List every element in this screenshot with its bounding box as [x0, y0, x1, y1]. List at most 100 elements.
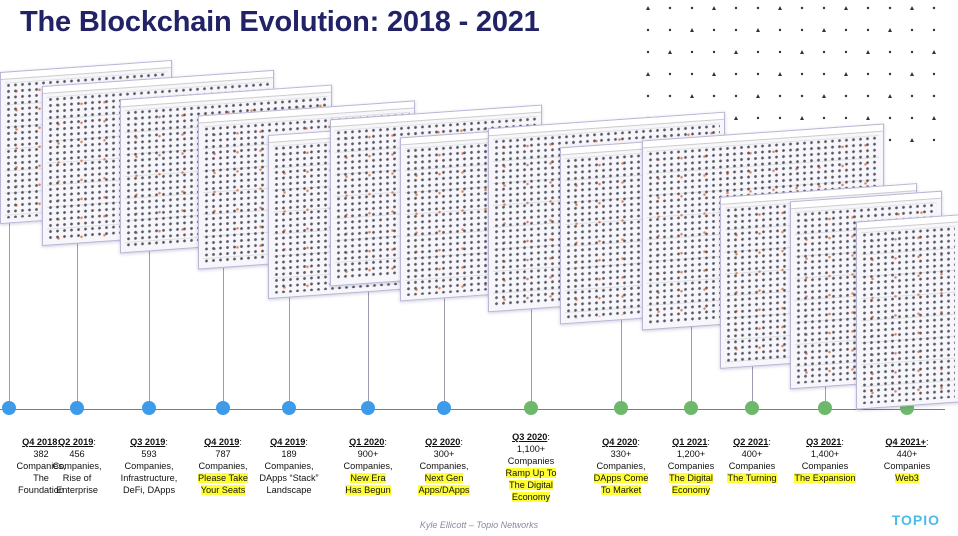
- pattern-dot: [712, 50, 716, 54]
- milestone-text: DeFi, DApps: [122, 485, 176, 495]
- pattern-triangle: [866, 116, 870, 120]
- pattern-dot: [800, 94, 804, 98]
- milestone-text: 400+: [741, 449, 763, 459]
- milestone-text: 440+: [896, 449, 918, 459]
- pattern-dot: [932, 72, 936, 76]
- milestone-text: 1,100+: [516, 444, 546, 454]
- milestone-label: Q2 2019: 456 Companies, Rise of Enterprise: [38, 436, 116, 496]
- milestone-label: Q4 2019: 189 Companies, DApps “Stack” Landsc…: [250, 436, 328, 496]
- milestone-text: 900+: [357, 449, 379, 459]
- pattern-dot: [778, 116, 782, 120]
- pattern-dot: [932, 138, 936, 142]
- milestone-label: Q3 2021: 1,400+ Companies The Expansion: [786, 436, 864, 484]
- pattern-dot: [800, 28, 804, 32]
- pattern-triangle: [712, 72, 716, 76]
- pattern-dot: [910, 50, 914, 54]
- pattern-dot: [646, 28, 650, 32]
- timeline-marker: [216, 401, 230, 415]
- milestone-text: Companies: [801, 461, 849, 471]
- milestone-highlight: Has Begun: [345, 485, 391, 495]
- pattern-dot: [932, 28, 936, 32]
- pattern-dot: [712, 94, 716, 98]
- milestone-quarter: Q3 2021:: [806, 437, 844, 447]
- pattern-triangle: [932, 116, 936, 120]
- timeline-connector: [77, 236, 78, 402]
- topio-logo: TOPIO: [891, 512, 940, 528]
- milestone-highlight: The Digital: [669, 473, 713, 483]
- pattern-dot: [844, 94, 848, 98]
- timeline-marker: [2, 401, 16, 415]
- timeline-marker: [614, 401, 628, 415]
- timeline-connector: [691, 320, 692, 402]
- milestone-text: Companies,: [596, 461, 646, 471]
- pattern-dot: [822, 72, 826, 76]
- milestone-label: Q4 2018: 382 Companies, The Foundation: [2, 436, 80, 496]
- milestone-text: Companies,: [264, 461, 314, 471]
- timeline-marker: [282, 401, 296, 415]
- pattern-dot: [734, 28, 738, 32]
- timeline-marker: [524, 401, 538, 415]
- milestone-quarter: Q4 2019:: [270, 437, 308, 447]
- pattern-dot: [690, 50, 694, 54]
- milestone-text: Infrastructure,: [120, 473, 178, 483]
- pattern-triangle: [822, 94, 826, 98]
- pattern-dot: [668, 72, 672, 76]
- pattern-dot: [734, 94, 738, 98]
- timeline-marker: [142, 401, 156, 415]
- milestone-text: 1,400+: [810, 449, 840, 459]
- pattern-dot: [844, 50, 848, 54]
- pattern-dot: [646, 50, 650, 54]
- milestone-text: Rise of: [62, 473, 92, 483]
- milestone-highlight: Your Seats: [200, 485, 246, 495]
- milestone-quarter: Q4 2019:: [204, 437, 242, 447]
- pattern-dot: [844, 28, 848, 32]
- pattern-dot: [888, 50, 892, 54]
- milestone-label: Q1 2020: 900+ Companies, New Era Has Begun: [329, 436, 407, 496]
- pattern-dot: [888, 116, 892, 120]
- timeline-connector: [368, 270, 369, 402]
- milestone-text: Companies: [507, 456, 555, 466]
- milestone-label: Q4 2021+: 440+ Companies Web3: [868, 436, 946, 484]
- pattern-dot: [866, 72, 870, 76]
- pattern-dot: [910, 116, 914, 120]
- milestone-text: Companies,: [124, 461, 174, 471]
- pattern-dot: [690, 6, 694, 10]
- pattern-triangle: [690, 28, 694, 32]
- milestone-text: 456: [69, 449, 85, 459]
- milestone-quarter: Q1 2021:: [672, 437, 710, 447]
- pattern-triangle: [778, 72, 782, 76]
- pattern-dot: [888, 138, 892, 142]
- milestone-quarter: Q1 2020:: [349, 437, 387, 447]
- milestone-highlight: Economy: [511, 492, 551, 502]
- pattern-dot: [668, 28, 672, 32]
- milestone-text: 189: [281, 449, 297, 459]
- timeline-connector: [223, 260, 224, 402]
- milestone-highlight: The Turning: [727, 473, 777, 483]
- timeline-marker: [437, 401, 451, 415]
- pattern-dot: [866, 28, 870, 32]
- pattern-dot: [822, 116, 826, 120]
- pattern-dot: [668, 6, 672, 10]
- milestone-text: 593: [141, 449, 157, 459]
- milestone-highlight: The Expansion: [794, 473, 856, 483]
- milestone-text: Companies,: [52, 461, 102, 471]
- timeline-marker: [684, 401, 698, 415]
- milestone-text: Companies,: [198, 461, 248, 471]
- pattern-dot: [822, 6, 826, 10]
- pattern-triangle: [822, 28, 826, 32]
- timeline-marker: [745, 401, 759, 415]
- milestone-text: Companies: [883, 461, 931, 471]
- milestone-highlight: Please Take: [198, 473, 248, 483]
- milestone-text: Companies,: [419, 461, 469, 471]
- milestone-text: Enterprise: [56, 485, 98, 495]
- milestone-text: 787: [215, 449, 231, 459]
- pattern-triangle: [646, 6, 650, 10]
- pattern-dot: [756, 50, 760, 54]
- pattern-dot: [690, 72, 694, 76]
- timeline-connector: [289, 290, 290, 402]
- pattern-dot: [910, 94, 914, 98]
- milestone-text: 1,200+: [676, 449, 706, 459]
- footer-credit: Kyle Ellicott – Topio Networks: [419, 520, 539, 530]
- pattern-dot: [844, 116, 848, 120]
- pattern-triangle: [756, 94, 760, 98]
